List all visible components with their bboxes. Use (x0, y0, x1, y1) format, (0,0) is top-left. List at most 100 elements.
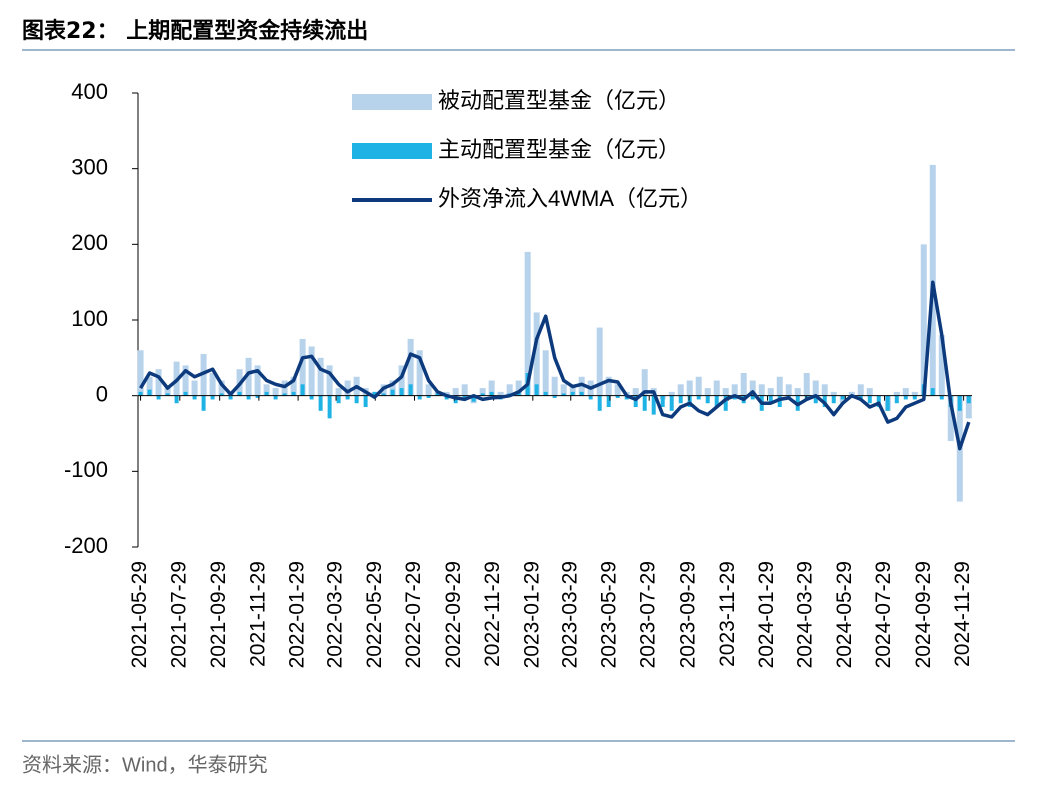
bar (893, 391, 900, 396)
bar (318, 395, 323, 411)
bar (488, 380, 495, 396)
bar (641, 369, 648, 396)
bar (147, 389, 152, 396)
bar (957, 395, 962, 411)
bar (146, 376, 153, 396)
x-tick-label: 2022-05-29 (363, 561, 386, 668)
bar (740, 372, 747, 396)
bar (768, 395, 773, 404)
bar (894, 395, 899, 404)
x-tick-label: 2022-01-29 (286, 561, 309, 668)
bar (543, 391, 548, 396)
bar (399, 388, 404, 396)
chart-title: 图表22： 上期配置型资金持续流出 (22, 18, 368, 44)
x-tick-label: 2023-05-29 (598, 561, 621, 668)
bar (389, 380, 396, 396)
bar (435, 393, 440, 396)
bar (758, 384, 765, 396)
bar (578, 376, 585, 396)
bar (947, 395, 954, 442)
bar (255, 395, 260, 398)
bar (506, 384, 513, 396)
bar (930, 388, 935, 396)
bar (579, 391, 584, 396)
bar (866, 388, 873, 396)
bar (605, 376, 612, 396)
bar (264, 391, 269, 396)
bar (407, 338, 414, 396)
source-note: 资料来源：Wind，华泰研究 (22, 753, 268, 776)
bar (570, 391, 575, 396)
x-tick-label: 2023-09-29 (677, 561, 700, 668)
bar (588, 395, 593, 400)
bar (704, 388, 711, 396)
bar (524, 251, 531, 396)
bar (479, 388, 486, 396)
bar (542, 350, 549, 396)
x-tick-label: 2023-03-29 (558, 561, 581, 668)
bar (425, 384, 432, 396)
bar (245, 357, 252, 396)
bar (344, 380, 351, 396)
y-tick-label: 400 (71, 79, 108, 104)
bar (336, 395, 341, 404)
bar (533, 312, 540, 396)
bar (713, 380, 720, 396)
x-tick-label: 2021-07-29 (167, 561, 190, 668)
bar (155, 369, 162, 396)
bar (777, 395, 782, 408)
bar (749, 380, 756, 396)
bar (812, 380, 819, 396)
bar (219, 393, 224, 396)
x-tick-label: 2021-09-29 (207, 561, 230, 668)
bar (165, 393, 170, 396)
x-tick-label: 2024-11-29 (951, 561, 974, 667)
bar (290, 376, 297, 396)
bar (273, 395, 278, 400)
x-tick-label: 2021-11-29 (246, 561, 269, 667)
bar (660, 395, 665, 408)
x-tick-label: 2022-09-29 (442, 561, 465, 668)
bar (183, 391, 188, 396)
bar (335, 388, 342, 396)
bar (731, 384, 738, 396)
legend-label: 外资净流入4WMA（亿元） (438, 186, 702, 211)
bar (416, 350, 423, 396)
bar (489, 391, 494, 396)
bar (966, 395, 971, 404)
legend-swatch (352, 143, 432, 159)
x-tick-label: 2024-03-29 (794, 561, 817, 668)
bar (596, 327, 603, 396)
bar (965, 395, 972, 419)
y-tick-label: -100 (64, 457, 108, 482)
bar (912, 395, 917, 400)
bar (443, 391, 450, 396)
bar (903, 395, 908, 400)
bar (632, 388, 639, 396)
bar (561, 393, 566, 396)
y-tick-label: 0 (96, 381, 108, 406)
bar (705, 395, 710, 404)
bar (597, 395, 602, 411)
bar (813, 395, 818, 404)
bar (426, 395, 431, 398)
bar (867, 395, 872, 404)
bar (552, 395, 557, 398)
bar (156, 395, 161, 400)
x-tick-label: 2023-01-29 (520, 561, 543, 668)
bar (569, 384, 576, 396)
x-tick-label: 2021-05-29 (128, 561, 151, 668)
bar (137, 350, 144, 396)
bar (444, 395, 449, 400)
bar (408, 384, 413, 396)
bar (696, 395, 701, 400)
bar (191, 380, 198, 396)
bar (938, 335, 945, 396)
bar (308, 346, 315, 396)
bar (776, 376, 783, 396)
bar (309, 395, 314, 400)
bar (939, 395, 944, 400)
bar (677, 384, 684, 396)
bar (210, 395, 215, 400)
bar (263, 384, 270, 396)
